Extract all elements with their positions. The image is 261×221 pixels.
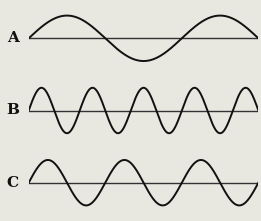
Text: A: A (7, 31, 19, 45)
Text: B: B (6, 103, 19, 118)
Text: C: C (7, 176, 19, 190)
